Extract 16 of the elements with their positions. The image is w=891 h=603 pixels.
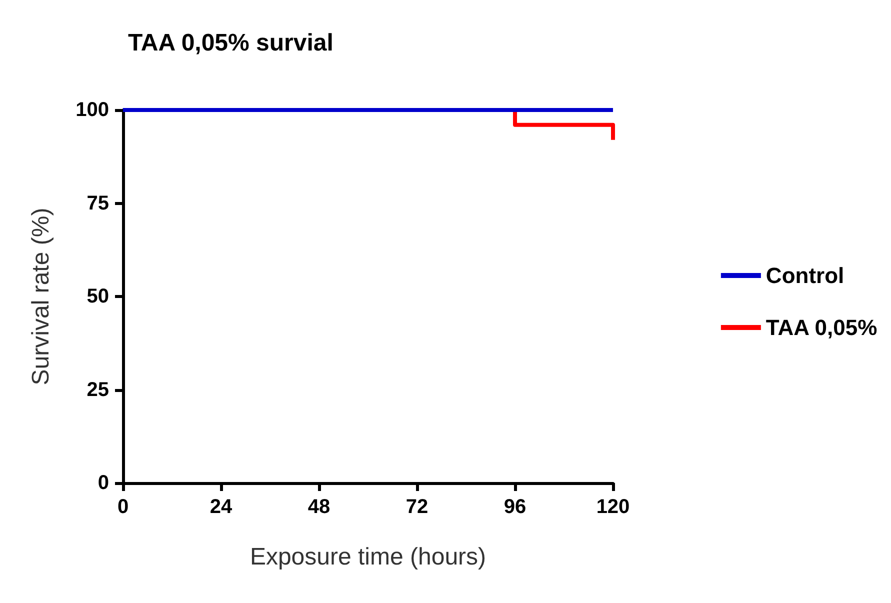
x-tick-label: 0 bbox=[117, 496, 129, 518]
y-tick-label: 50 bbox=[86, 286, 109, 308]
legend-label: Control bbox=[766, 263, 844, 288]
chart-title: TAA 0,05% survial bbox=[128, 30, 334, 56]
x-tick-label: 120 bbox=[596, 496, 630, 518]
y-tick-label: 75 bbox=[86, 192, 109, 214]
legend-label: TAA 0,05% bbox=[766, 315, 878, 340]
y-tick-label: 100 bbox=[76, 99, 109, 121]
y-axis-title: Survival rate (%) bbox=[28, 208, 54, 386]
x-tick-label: 96 bbox=[504, 496, 526, 518]
x-tick-label: 24 bbox=[210, 496, 233, 518]
y-tick-label: 25 bbox=[86, 378, 109, 401]
y-tick-label: 0 bbox=[98, 472, 109, 494]
x-tick-label: 72 bbox=[406, 496, 428, 518]
x-axis-title: Exposure time (hours) bbox=[250, 544, 486, 570]
x-tick-label: 48 bbox=[308, 496, 330, 518]
